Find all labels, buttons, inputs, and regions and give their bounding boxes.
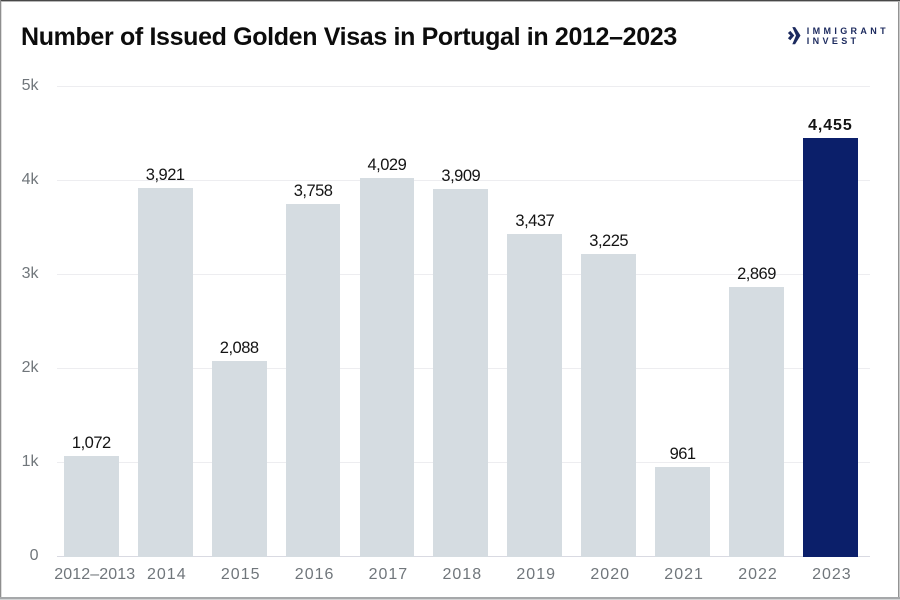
svg-text:INVEST: INVEST [807,36,860,46]
svg-text:IMMIGRANT: IMMIGRANT [807,26,887,36]
